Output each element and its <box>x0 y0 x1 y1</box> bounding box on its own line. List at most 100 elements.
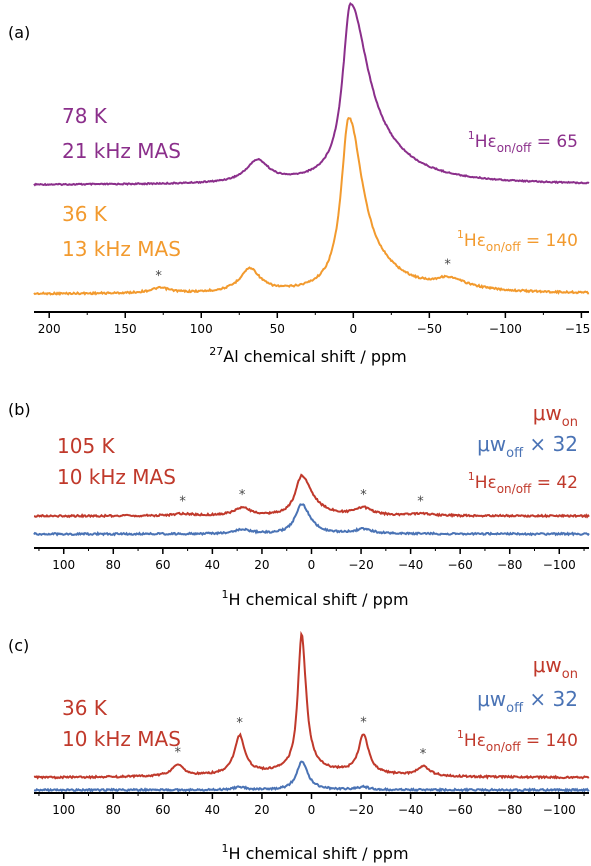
spectrum-mw-on <box>33 473 590 519</box>
x-tick-label: 80 <box>106 558 121 572</box>
x-tick-label: 100 <box>52 558 75 572</box>
x-label-text: H chemical shift / ppm <box>228 844 408 863</box>
sideband-asterisk: * <box>360 716 367 731</box>
enh-sup: 1 <box>468 470 475 483</box>
x-tick-label: −20 <box>348 558 373 572</box>
x-tick-label: −80 <box>497 803 522 817</box>
x-tick-label: −40 <box>398 803 423 817</box>
x-tick-label: 0 <box>308 558 316 572</box>
x-label-text: H chemical shift / ppm <box>228 590 408 609</box>
x-tick-label: −60 <box>447 803 472 817</box>
x-tick-label: 80 <box>106 803 121 817</box>
enh-sub: on/off <box>497 482 532 496</box>
panel-c-label: (c) <box>8 636 29 655</box>
x-tick-label: −40 <box>398 558 423 572</box>
x-tick-label: 20 <box>254 803 269 817</box>
x-tick-label: 150 <box>114 322 137 336</box>
spectrum-36k <box>33 117 590 296</box>
sideband-asterisk: * <box>236 716 243 731</box>
sideband-asterisk: * <box>155 269 162 284</box>
sideband-markers: * * * * <box>179 488 424 509</box>
x-tick-label: −150 <box>565 322 591 336</box>
legend-suffix: × 32 <box>523 687 578 711</box>
legend-base: μw <box>533 401 562 425</box>
enh-sub: on/off <box>486 740 521 754</box>
x-tick-label: −50 <box>417 322 442 336</box>
panel-b: (b) 105 K 10 kHz MAS μwon μwoff × 32 1Hε… <box>8 400 590 609</box>
sideband-asterisk: * <box>444 258 451 273</box>
x-tick-label: 20 <box>254 558 269 572</box>
enh-sub: on/off <box>497 141 532 155</box>
x-tick-label: 50 <box>270 322 285 336</box>
x-tick-label: 200 <box>38 322 61 336</box>
x-label-text: Al chemical shift / ppm <box>223 347 406 366</box>
x-tick-label: 0 <box>349 322 357 336</box>
x-tick-label: 0 <box>308 803 316 817</box>
series-78k-label-line1: 78 K <box>62 104 108 128</box>
enhancement-36k: 1Hεon/off = 140 <box>457 228 578 254</box>
condition-line2: 10 kHz MAS <box>62 727 181 751</box>
x-tick-label: 60 <box>155 558 170 572</box>
panel-c: (c) 36 K 10 kHz MAS μwon μwoff × 32 1Hεo… <box>8 630 590 863</box>
x-axis-label-c: 1H chemical shift / ppm <box>221 842 408 863</box>
x-label-sup: 27 <box>209 345 223 358</box>
enh-base: Hε <box>475 132 497 152</box>
x-tick-label: 100 <box>190 322 213 336</box>
legend-sub: off <box>506 701 524 716</box>
x-label-sup: 1 <box>221 588 228 601</box>
legend-sub: on <box>562 667 578 682</box>
x-label-sup: 1 <box>221 842 228 855</box>
x-axis-a: 200 150 100 50 0 −50 −100 −150 <box>34 311 591 336</box>
enh-base: Hε <box>475 473 497 493</box>
x-tick-label: −80 <box>497 558 522 572</box>
spectrum-mw-off <box>33 503 590 537</box>
condition-line1: 36 K <box>62 696 108 720</box>
sideband-asterisk: * <box>179 495 186 510</box>
enh-value: = 42 <box>531 473 578 493</box>
enh-sub: on/off <box>486 240 521 254</box>
enh-base: Hε <box>464 231 486 251</box>
spectrum-mw-off <box>33 760 590 793</box>
x-tick-label: −60 <box>447 558 472 572</box>
panel-a-label: (a) <box>8 23 30 42</box>
sideband-asterisk: * <box>174 746 181 761</box>
sideband-asterisk: * <box>360 488 367 503</box>
legend-base: μw <box>477 687 506 711</box>
x-tick-label: −100 <box>489 322 522 336</box>
x-tick-label: −20 <box>348 803 373 817</box>
x-tick-label: 60 <box>155 803 170 817</box>
spectrum-78k <box>33 1 590 187</box>
legend-base: μw <box>533 653 562 677</box>
x-tick-label: 100 <box>52 803 75 817</box>
panel-a: (a) 78 K 21 kHz MAS 36 K 13 kHz MAS 1Hεo… <box>8 1 591 366</box>
series-78k-label-line2: 21 kHz MAS <box>62 139 181 163</box>
enhancement-78k: 1Hεon/off = 65 <box>468 129 578 155</box>
enh-sup: 1 <box>457 228 464 241</box>
x-tick-label: 40 <box>205 558 220 572</box>
legend-mw-on: μwon <box>533 401 578 430</box>
enh-sup: 1 <box>468 129 475 142</box>
sideband-asterisk: * <box>417 494 424 509</box>
sideband-markers: ** <box>155 258 451 284</box>
legend-suffix: × 32 <box>523 432 578 456</box>
x-axis-label-a: 27Al chemical shift / ppm <box>209 345 406 366</box>
series-36k-label-line2: 13 kHz MAS <box>62 237 181 261</box>
sideband-markers: * * * * <box>174 716 426 762</box>
enhancement-36k: 1Hεon/off = 140 <box>457 728 578 754</box>
enh-sup: 1 <box>457 728 464 741</box>
x-axis-b: 100 80 60 40 20 0 −20 −40 −60 −80 −100 <box>34 547 589 572</box>
series-36k-label-line1: 36 K <box>62 202 108 226</box>
x-tick-label: 40 <box>205 803 220 817</box>
sideband-asterisk: * <box>420 747 427 762</box>
enh-value: = 140 <box>521 731 579 751</box>
x-axis-c: 100 80 60 40 20 0 −20 −40 −60 −80 −100 <box>34 792 589 817</box>
spectrum-mw-on <box>33 630 590 781</box>
condition-line2: 10 kHz MAS <box>57 465 176 489</box>
enhancement-105k: 1Hεon/off = 42 <box>468 470 578 496</box>
legend-mw-on: μwon <box>533 653 578 682</box>
x-tick-label: −100 <box>543 558 576 572</box>
legend-mw-off: μwoff × 32 <box>477 687 578 716</box>
legend-mw-off: μwoff × 32 <box>477 432 578 461</box>
legend-sub: on <box>562 415 578 430</box>
